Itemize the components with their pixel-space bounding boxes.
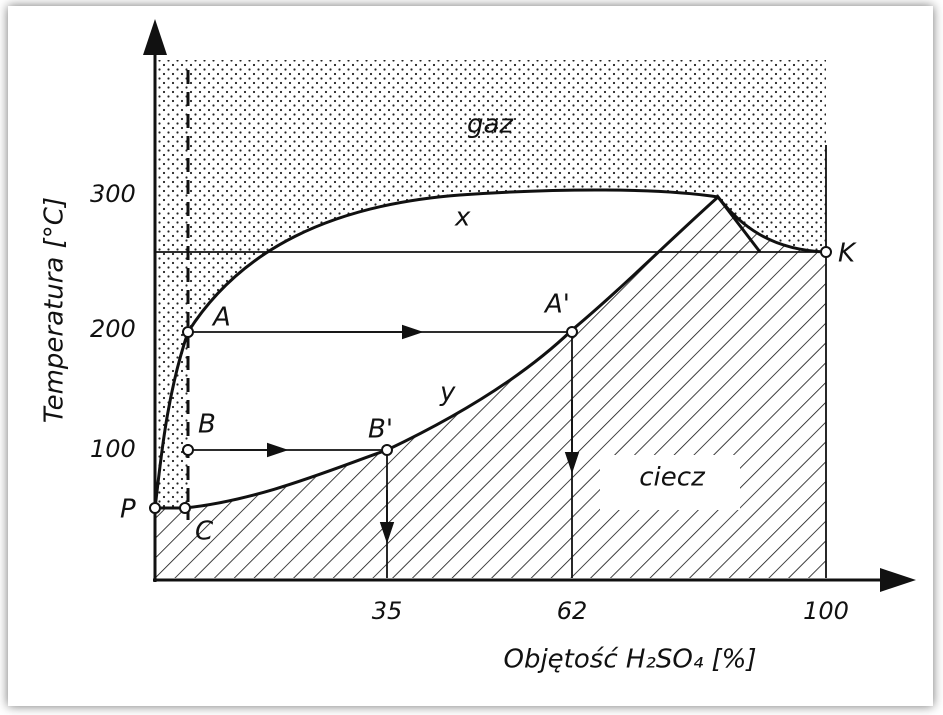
point-label: B [198,410,216,440]
region-label: gaz [467,110,514,140]
region-label: ciecz [639,463,706,493]
points [149,246,832,514]
x-tick-label: 100 [803,597,849,625]
point-label: K [838,239,857,269]
axes [143,19,916,592]
point-label: A' [543,290,570,320]
point-label: P [120,495,136,525]
y-tick-label: 200 [90,315,136,343]
y-tick-label: 300 [90,180,136,208]
point-label: C [195,517,214,547]
curve-label: x [454,203,471,233]
construction-lines [155,70,827,578]
x-axis-label: Objętość H₂SO₄ [%] [503,645,756,675]
curves [153,188,827,510]
x-tick-label: 62 [557,597,588,625]
y-axis-label: Temperatura [°C] [40,197,70,423]
curve-label: y [439,378,456,408]
y-tick-label: 100 [90,435,136,463]
x-tick-label: 35 [372,597,403,625]
point-label: B' [368,415,393,445]
point-label: A [211,303,231,333]
label-box [600,455,740,510]
